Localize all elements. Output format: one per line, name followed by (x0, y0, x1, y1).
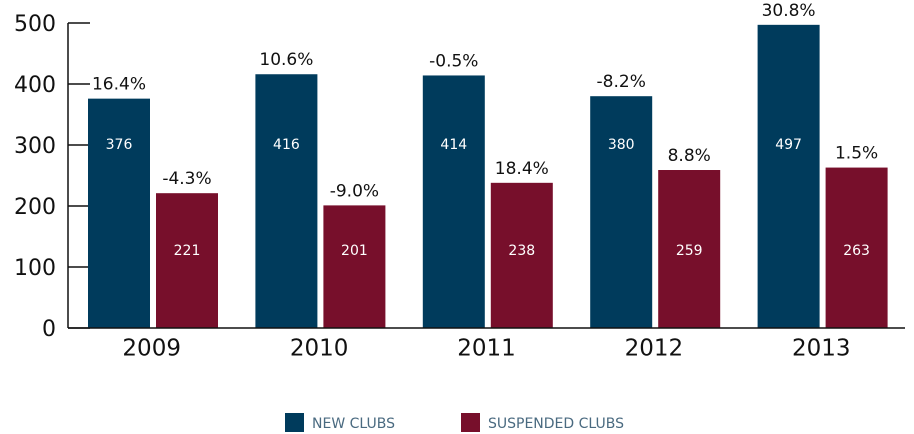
legend-swatch (285, 413, 304, 432)
y-tick-label: 100 (14, 256, 56, 281)
bar (490, 182, 553, 328)
legend-label: SUSPENDED CLUBS (488, 416, 624, 432)
value-label: 201 (341, 243, 368, 259)
y-tick-label: 300 (14, 134, 56, 159)
x-tick-label: 2011 (457, 336, 516, 362)
bar (590, 96, 653, 328)
bar (422, 75, 485, 329)
value-label: 259 (676, 243, 703, 259)
change-label: 8.8% (668, 146, 711, 166)
x-tick-label: 2009 (122, 336, 181, 362)
x-tick-label: 2013 (792, 336, 851, 362)
change-label: -4.3% (162, 169, 211, 189)
y-tick-label: 500 (14, 12, 56, 37)
change-label: 18.4% (495, 159, 549, 179)
value-label: 376 (106, 137, 133, 153)
value-label: 238 (508, 243, 535, 259)
bar (658, 170, 721, 328)
change-label: -8.2% (597, 72, 646, 92)
value-label: 380 (608, 137, 635, 153)
change-label: 30.8% (762, 1, 816, 21)
x-tick-label: 2010 (290, 336, 349, 362)
bar (757, 24, 820, 329)
bar (255, 74, 318, 329)
bar (323, 205, 386, 328)
bar (825, 167, 888, 328)
y-tick-label: 400 (14, 73, 56, 98)
value-label: 416 (273, 137, 300, 153)
y-tick-label: 200 (14, 195, 56, 220)
legend-label: NEW CLUBS (312, 416, 395, 432)
change-label: -0.5% (429, 51, 478, 71)
value-label: 221 (174, 243, 201, 259)
value-label: 414 (440, 137, 467, 153)
bar (88, 98, 150, 328)
value-label: 497 (775, 137, 802, 153)
value-label: 263 (843, 243, 870, 259)
y-tick-label: 0 (42, 317, 56, 342)
bar (156, 193, 218, 328)
change-label: -9.0% (330, 181, 379, 201)
change-label: 16.4% (92, 75, 146, 95)
x-tick-label: 2012 (625, 336, 684, 362)
change-label: 1.5% (835, 144, 878, 164)
legend-swatch (461, 413, 480, 432)
change-label: 10.6% (259, 50, 313, 70)
